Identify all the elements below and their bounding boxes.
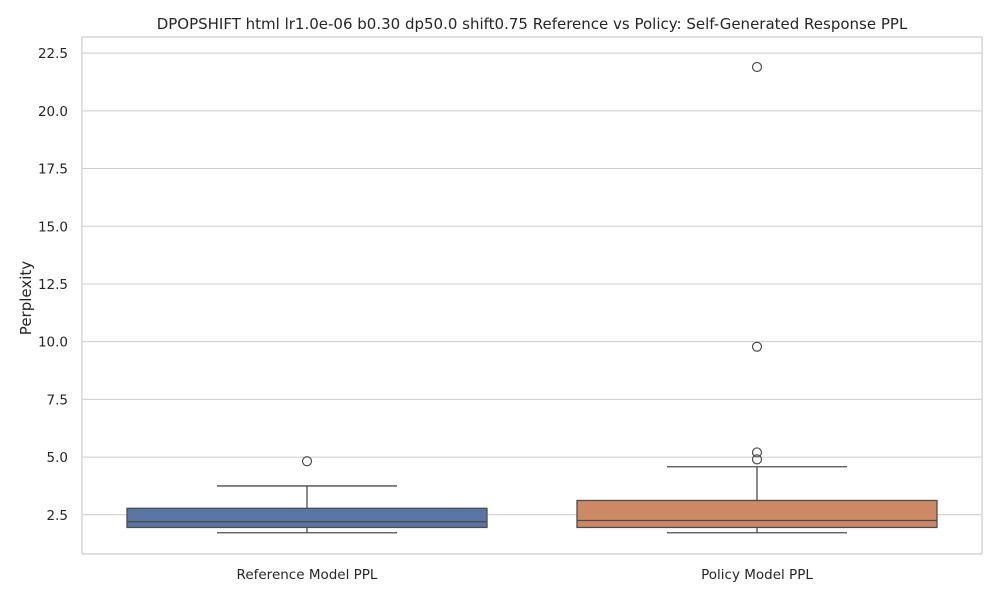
plot-frame — [81, 36, 983, 555]
boxes — [126, 61, 938, 534]
x-tick-label: Policy Model PPL — [701, 567, 813, 583]
outlier-point — [301, 456, 313, 467]
y-tick-label: 20.0 — [38, 104, 68, 120]
grid-lines — [82, 52, 982, 516]
y-tick-label: 10.0 — [38, 335, 68, 351]
y-tick-label: 15.0 — [38, 219, 68, 235]
y-tick-label: 7.5 — [47, 392, 68, 408]
outlier-point — [751, 454, 763, 465]
y-axis-label: Perplexity — [17, 261, 35, 335]
iqr-box — [576, 499, 938, 529]
y-axis-ticks: 2.5 5.0 7.5 10.0 12.5 15.0 17.5 20.0 22.5 — [38, 46, 68, 524]
y-tick-label: 2.5 — [47, 508, 68, 524]
y-tick-label: 12.5 — [38, 277, 68, 293]
y-tick-label: 5.0 — [47, 450, 68, 466]
outlier-point — [751, 341, 763, 352]
y-tick-label: 17.5 — [38, 162, 68, 178]
chart-title: DPOPSHIFT html lr1.0e-06 b0.30 dp50.0 sh… — [157, 15, 908, 33]
y-tick-label: 22.5 — [38, 46, 68, 62]
box-group — [126, 456, 488, 534]
box-group — [576, 61, 938, 534]
outlier-point — [751, 447, 763, 458]
iqr-box — [126, 507, 488, 529]
x-axis-ticks: Reference Model PPL Policy Model PPL — [237, 567, 814, 583]
outlier-point — [751, 61, 763, 73]
x-tick-label: Reference Model PPL — [237, 567, 378, 583]
